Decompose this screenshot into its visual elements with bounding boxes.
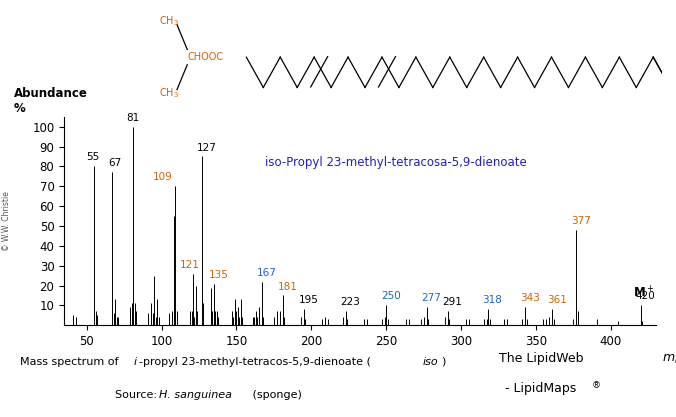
Text: 81: 81 — [126, 113, 140, 123]
Text: 127: 127 — [197, 143, 216, 153]
Text: %: % — [14, 102, 26, 115]
Text: 291: 291 — [442, 297, 462, 307]
Text: 167: 167 — [256, 268, 276, 278]
Text: Mass spectrum of: Mass spectrum of — [20, 357, 122, 367]
Text: 420: 420 — [635, 291, 655, 301]
Text: ®: ® — [592, 382, 600, 391]
Text: 67: 67 — [109, 158, 122, 168]
Text: 195: 195 — [298, 295, 318, 305]
Text: 277: 277 — [421, 294, 441, 304]
Text: The LipidWeb: The LipidWeb — [499, 352, 583, 365]
Text: 250: 250 — [381, 291, 401, 301]
Text: -propyl 23-methyl-tetracos-5,9-dienoate (: -propyl 23-methyl-tetracos-5,9-dienoate … — [139, 357, 371, 367]
Text: 223: 223 — [340, 297, 360, 307]
Text: iso-Propyl 23-methyl-tetracosa-5,9-dienoate: iso-Propyl 23-methyl-tetracosa-5,9-dieno… — [264, 156, 527, 169]
Text: 318: 318 — [483, 295, 502, 305]
Text: CH$_3$: CH$_3$ — [159, 86, 179, 100]
Text: Source:: Source: — [115, 390, 160, 400]
Text: Abundance: Abundance — [14, 87, 88, 100]
Text: 361: 361 — [547, 295, 566, 305]
Text: 377: 377 — [571, 216, 591, 226]
Text: 109: 109 — [153, 172, 173, 182]
Text: H. sanguinea: H. sanguinea — [159, 390, 232, 400]
Text: 181: 181 — [277, 281, 297, 291]
Text: 135: 135 — [208, 269, 228, 279]
Text: iso: iso — [422, 357, 438, 367]
Text: ): ) — [441, 357, 445, 367]
Text: © W.W. Christie: © W.W. Christie — [2, 191, 11, 251]
Text: (sponge): (sponge) — [249, 390, 301, 400]
Text: i: i — [134, 357, 137, 367]
Text: - LipidMaps: - LipidMaps — [505, 382, 577, 394]
Text: CHOOC: CHOOC — [187, 52, 223, 62]
Text: CH$_3$: CH$_3$ — [159, 15, 179, 28]
Text: 343: 343 — [520, 294, 540, 304]
Text: $\mathbf{M}^+$: $\mathbf{M}^+$ — [633, 285, 654, 300]
Text: $m/z$: $m/z$ — [662, 350, 676, 364]
Text: 55: 55 — [86, 153, 99, 163]
Text: 121: 121 — [180, 260, 200, 270]
